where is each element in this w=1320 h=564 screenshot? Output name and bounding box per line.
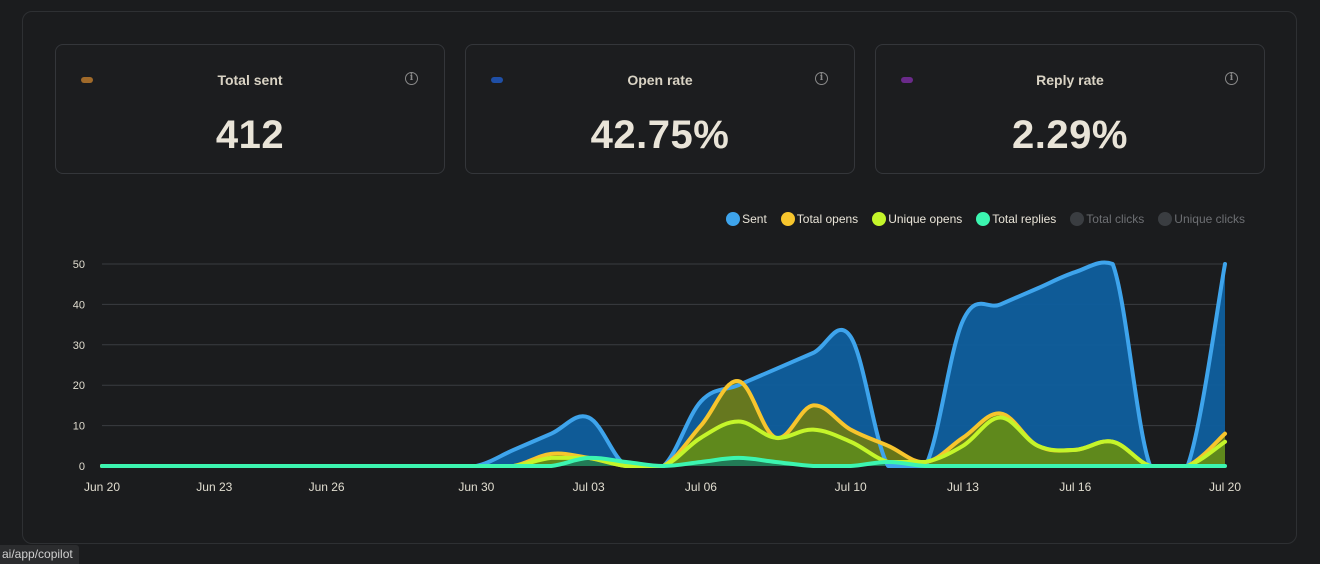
y-tick-label: 50: [73, 259, 85, 271]
x-tick-label: Jul 16: [1059, 480, 1091, 494]
legend-label: Sent: [742, 212, 767, 226]
info-icon[interactable]: i: [405, 72, 418, 85]
legend-item-total-replies[interactable]: Total replies: [976, 212, 1056, 226]
card-open-rate: Open rate i 42.75%: [465, 44, 855, 174]
card-swatch: [491, 77, 503, 83]
card-total-sent: Total sent i 412: [55, 44, 445, 174]
x-tick-label: Jun 26: [309, 480, 345, 494]
chart-areas: [102, 262, 1225, 466]
x-tick-label: Jun 20: [84, 480, 120, 494]
line-total-replies: [100, 455, 1227, 468]
info-icon[interactable]: i: [815, 72, 828, 85]
legend-item-unique-opens[interactable]: Unique opens: [872, 212, 962, 226]
y-tick-label: 10: [73, 421, 85, 433]
card-value: 42.75%: [590, 113, 730, 157]
chart-legend: Sent Total opens Unique opens Total repl…: [726, 212, 1245, 226]
card-value: 2.29%: [1012, 113, 1128, 157]
legend-item-total-opens[interactable]: Total opens: [780, 212, 859, 226]
info-icon[interactable]: i: [1225, 72, 1238, 85]
x-tick-label: Jul 06: [685, 480, 717, 494]
y-axis: 0 10 20 30 40 50: [73, 259, 85, 473]
legend-label: Total opens: [796, 212, 859, 226]
card-title: Total sent: [217, 72, 283, 88]
x-axis: Jun 20 Jun 23 Jun 26 Jun 30 Jul 03 Jul 06 Jul …: [84, 480, 1241, 494]
x-tick-label: Jul 03: [573, 480, 605, 494]
legend-label: Total clicks: [1086, 212, 1145, 226]
x-tick-label: Jul 10: [835, 480, 867, 494]
x-tick-label: Jun 30: [458, 480, 494, 494]
x-tick-label: Jul 20: [1209, 480, 1241, 494]
card-title: Open rate: [627, 72, 693, 88]
legend-dot: [780, 212, 795, 226]
line-area-chart: 0 10 20 30 40 50 Jun 20 Jun 23 Jun 26 Jun 30 Jul …: [73, 259, 1242, 494]
x-tick-label: Jun 23: [196, 480, 232, 494]
legend-item-unique-clicks[interactable]: Unique clicks: [1158, 212, 1245, 226]
card-value: 412: [215, 113, 285, 157]
card-title: Reply rate: [1036, 72, 1104, 88]
legend-item-total-clicks[interactable]: Total clicks: [1070, 212, 1144, 226]
area-unique-opens: [102, 417, 1225, 466]
y-tick-label: 30: [73, 340, 85, 352]
legend-dot: [872, 212, 887, 226]
y-tick-label: 0: [79, 461, 85, 473]
legend-label: Unique clicks: [1174, 212, 1245, 226]
legend-label: Unique opens: [888, 212, 963, 226]
x-tick-label: Jul 13: [947, 480, 979, 494]
card-swatch: [81, 77, 93, 83]
area-sent: [102, 262, 1225, 466]
y-tick-label: 20: [73, 380, 85, 392]
legend-dot: [726, 212, 741, 226]
status-bar-url: ai/app/copilot: [0, 545, 79, 564]
card-swatch: [901, 77, 913, 83]
legend-item-sent[interactable]: Sent: [726, 212, 767, 226]
y-tick-label: 40: [73, 299, 85, 311]
chart-lines: [100, 260, 1227, 468]
legend-dot: [1070, 212, 1085, 226]
legend-label: Total replies: [992, 212, 1057, 226]
card-reply-rate: Reply rate i 2.29%: [875, 44, 1265, 174]
legend-dot: [1158, 212, 1173, 226]
legend-dot: [976, 212, 991, 226]
